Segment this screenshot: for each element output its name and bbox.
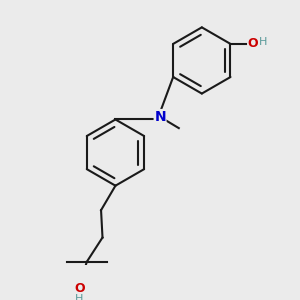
Text: H: H: [75, 294, 84, 300]
Text: N: N: [154, 110, 166, 124]
Text: O: O: [247, 38, 257, 50]
Text: H: H: [259, 38, 267, 47]
Text: O: O: [74, 282, 85, 295]
